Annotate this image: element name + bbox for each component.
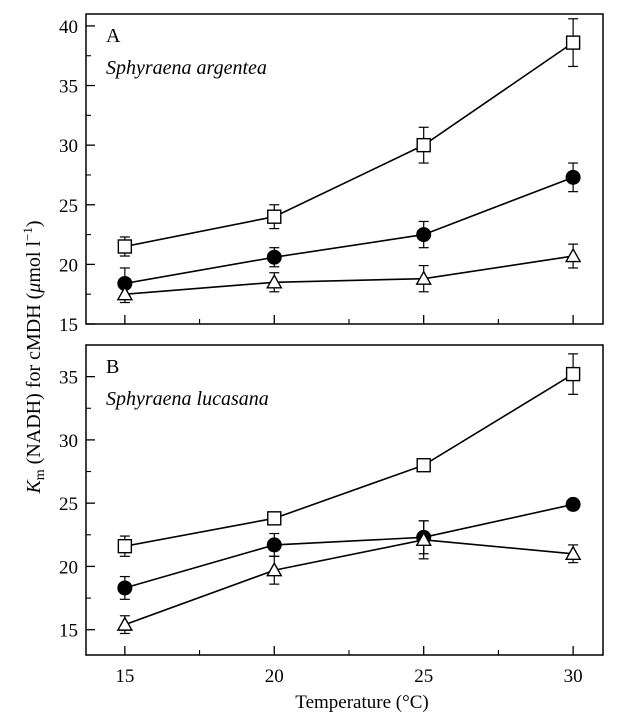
triangle-marker: [415, 270, 432, 285]
panel-a-y-tick-label: 15: [59, 315, 78, 336]
panel-b-species: Sphyraena lucasana: [106, 388, 269, 410]
x-tick-label: 15: [115, 666, 134, 687]
x-tick-label: 25: [414, 666, 433, 687]
panel-a-label: A: [106, 25, 121, 47]
series-line: [124, 41, 574, 248]
panel-a-y-tick-label: 40: [59, 17, 78, 38]
panel-b-frame: [85, 344, 604, 656]
panel-b-y-tick-label: 25: [59, 494, 78, 515]
square-marker: [267, 511, 282, 526]
square-marker: [267, 209, 282, 224]
triangle-marker: [266, 561, 283, 577]
triangle-marker: [415, 531, 432, 547]
circle-marker: [266, 537, 282, 553]
panel-b-series-open-square: [117, 353, 581, 557]
panel-a-species: Sphyraena argentea: [106, 57, 267, 79]
series-line: [124, 539, 574, 626]
square-marker: [117, 239, 133, 254]
square-marker: [416, 458, 431, 473]
panel-b-label: B: [106, 356, 119, 378]
y-axis-label-sup: −1: [20, 227, 35, 241]
series-line: [124, 373, 574, 547]
x-axis-label: Temperature (°C): [295, 692, 428, 713]
series-line: [124, 255, 574, 295]
panel-a-frame: [85, 13, 604, 325]
panel-b-series-open-triangle: [116, 520, 582, 635]
y-axis-label-k: K: [23, 479, 45, 495]
circle-marker: [117, 580, 133, 596]
panel-a-series-open-triangle: [116, 243, 582, 304]
y-axis-label-sub: m: [33, 469, 48, 480]
panel-a-series-filled-circle: [117, 162, 581, 300]
panel-a-y-tick-label: 35: [59, 77, 78, 98]
square-marker: [565, 35, 581, 50]
y-axis-label: Km (NADH) for cMDH (μmol l−1): [20, 220, 48, 494]
y-axis-label-mu: μ: [23, 283, 45, 294]
panel-b-y-tick-label: 30: [59, 431, 78, 452]
triangle-marker: [116, 285, 134, 301]
square-marker: [117, 538, 133, 554]
triangle-marker: [564, 545, 582, 560]
series-line: [124, 503, 574, 589]
circle-marker: [117, 275, 133, 291]
panel-b-y-tick-label: 20: [59, 557, 78, 578]
panel-b: 15 20 25 30 35 15 20 25 30 B Sphyraena lucasana: [59, 344, 604, 687]
panel-b-y-tick-label: 35: [59, 368, 78, 389]
circle-marker: [565, 169, 581, 185]
triangle-marker: [266, 273, 283, 289]
y-axis-label-mid: (NADH) for cMDH (: [23, 292, 45, 469]
triangle-marker: [116, 616, 134, 631]
square-marker: [416, 137, 431, 153]
panel-a-y-tick-label: 25: [59, 196, 78, 217]
circle-marker: [416, 227, 432, 243]
panel-a-y-tick-label: 30: [59, 136, 78, 157]
circle-marker: [266, 249, 282, 265]
circle-marker: [565, 496, 581, 512]
square-marker: [565, 366, 581, 382]
panel-a-series-open-square: [117, 18, 581, 257]
x-tick-label: 20: [265, 666, 284, 687]
panel-a-y-tick-label: 20: [59, 255, 78, 276]
y-axis-label-unit: mol l: [23, 241, 45, 283]
series-line: [124, 176, 574, 285]
triangle-marker: [564, 247, 582, 263]
panel-a: 15 20 25 30 35 40 A Sphyraena argentea: [59, 13, 604, 336]
panel-b-y-tick-label: 15: [59, 621, 78, 642]
x-tick-label: 30: [564, 666, 583, 687]
y-axis-label-close: ): [23, 220, 45, 227]
